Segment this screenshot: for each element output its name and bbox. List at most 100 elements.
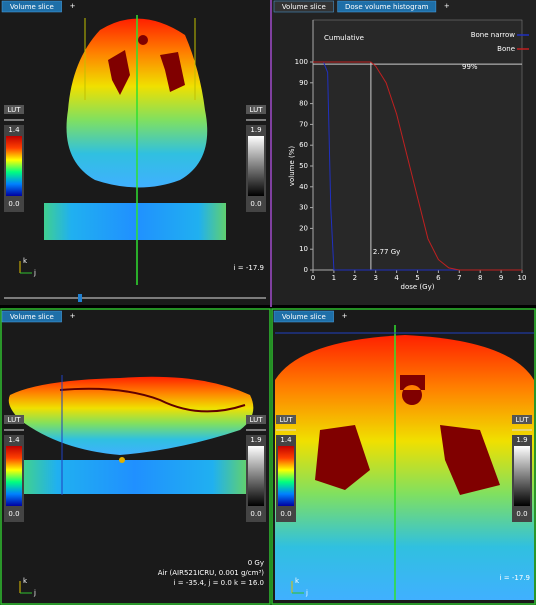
lut-colorbar [514, 446, 530, 506]
x-tick-label: 0 [311, 274, 315, 282]
lut-button[interactable] [246, 105, 266, 114]
x-axis-label: dose (Gy) [401, 283, 435, 291]
lut-min: 0.0 [250, 510, 261, 518]
y-tick-label: 50 [299, 162, 308, 170]
lut-button[interactable] [276, 415, 296, 424]
lut-title: LUT [250, 416, 264, 424]
x-tick-label: 8 [478, 274, 482, 282]
axis-icon-label: j [33, 589, 36, 597]
bone-region [59, 387, 246, 413]
tab-label: Volume slice [282, 313, 326, 321]
y-tick-label: 30 [299, 204, 308, 212]
lut-max: 1.9 [250, 126, 261, 134]
add-tab[interactable]: + [444, 2, 450, 10]
y-tick-label: 70 [299, 120, 308, 128]
tab[interactable] [337, 0, 437, 13]
lut-max: 1.9 [516, 436, 527, 444]
series-line [313, 61, 522, 271]
lut-max: 1.9 [250, 436, 261, 444]
panel-border [0, 308, 271, 605]
axis-icon-label: k [23, 577, 28, 585]
tab-label: Volume slice [10, 313, 54, 321]
y-tick-label: 10 [299, 245, 308, 253]
status-text: i = -35.4, j = 0.0 k = 16.0 [174, 579, 264, 587]
legend-label: Bone narrow [471, 31, 516, 39]
lut-title: LUT [8, 416, 22, 424]
x-tick-label: 5 [415, 274, 419, 282]
lut-max: 1.4 [280, 436, 292, 444]
status-text: i = -17.9 [500, 574, 530, 582]
x-tick-label: 6 [436, 274, 441, 282]
axis-icon-label: k [295, 577, 300, 585]
lut-button[interactable] [246, 415, 266, 424]
lut-colorbar [248, 136, 264, 196]
status-text: 0 Gy [248, 559, 264, 567]
x-tick-label: 1 [332, 274, 336, 282]
lut-title: LUT [8, 106, 22, 114]
lut-title: LUT [280, 416, 294, 424]
series-line [313, 61, 522, 271]
axis-icon-label: j [305, 589, 308, 597]
dose-band [24, 460, 246, 494]
y-tick-label: 60 [299, 141, 308, 149]
add-tab[interactable]: + [70, 312, 76, 320]
x-tick-label: 10 [518, 274, 527, 282]
x-tick-label: 9 [499, 274, 503, 282]
tab[interactable] [273, 0, 334, 13]
lut-button[interactable] [4, 415, 24, 424]
plot-area [312, 19, 523, 271]
reference-label: 2.77 Gy [373, 248, 400, 256]
dose-band [44, 203, 226, 240]
y-tick-label: 100 [295, 58, 308, 66]
lut-button[interactable] [512, 415, 532, 424]
y-axis-label: volume (%) [288, 146, 296, 187]
y-tick-label: 80 [299, 100, 308, 108]
reference-label: 99% [462, 63, 478, 71]
legend-label: Bone [497, 45, 515, 53]
chart-title: Cumulative [324, 34, 364, 42]
dose-image [8, 376, 254, 455]
panel-border [271, 308, 536, 605]
add-tab[interactable]: + [342, 312, 348, 320]
y-tick-label: 90 [299, 79, 308, 87]
slider-handle[interactable] [78, 294, 82, 302]
lut-title: LUT [516, 416, 530, 424]
status-text: Air (AIR521ICRU, 0.001 g/cm³) [158, 569, 265, 577]
y-tick-label: 40 [299, 183, 308, 191]
lut-min: 0.0 [280, 510, 291, 518]
lut-max: 1.4 [8, 436, 20, 444]
axis-icon-label: j [33, 269, 36, 277]
tab-label: Volume slice [10, 3, 54, 11]
lut-colorbar [248, 446, 264, 506]
lut-title: LUT [250, 106, 264, 114]
panel-bg [272, 0, 536, 305]
lut-button[interactable] [4, 105, 24, 114]
y-tick-label: 0 [304, 266, 308, 274]
status-text: i = -17.9 [234, 264, 264, 272]
x-tick-label: 2 [353, 274, 357, 282]
lut-min: 0.0 [516, 510, 527, 518]
lut-colorbar [278, 446, 294, 506]
bone-region [315, 375, 500, 495]
lut-min: 0.0 [8, 510, 19, 518]
panel-bg [0, 310, 270, 605]
x-tick-label: 4 [394, 274, 399, 282]
tab[interactable] [1, 310, 62, 323]
tab-label: Dose volume histogram [345, 3, 429, 11]
lut-colorbar [6, 136, 22, 196]
x-tick-label: 7 [457, 274, 461, 282]
lut-min: 0.0 [8, 200, 19, 208]
y-tick-label: 20 [299, 224, 308, 232]
tab[interactable] [1, 0, 62, 13]
axis-icon-label: k [23, 257, 28, 265]
lut-colorbar [6, 446, 22, 506]
marker [119, 457, 125, 463]
dose-image [275, 335, 534, 600]
tab[interactable] [273, 310, 334, 323]
tab-label: Volume slice [282, 3, 326, 11]
bone-region [108, 35, 185, 95]
x-tick-label: 3 [373, 274, 377, 282]
add-tab[interactable]: + [70, 2, 76, 10]
lut-min: 0.0 [250, 200, 261, 208]
